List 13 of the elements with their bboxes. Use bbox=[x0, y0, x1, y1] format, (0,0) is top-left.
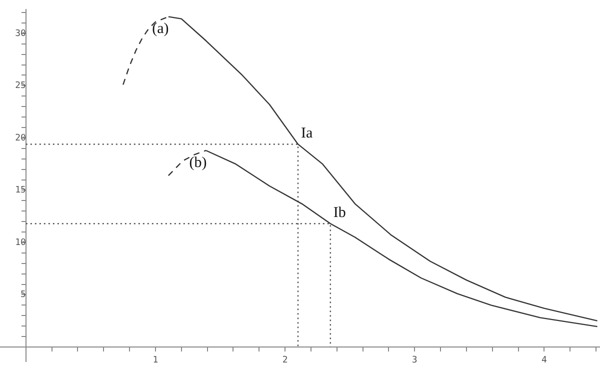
annotation: Ib bbox=[333, 205, 346, 222]
y-tick-label: 10 bbox=[15, 238, 26, 248]
x-tick-label: 4 bbox=[541, 356, 547, 366]
annotation: Ia bbox=[301, 126, 313, 142]
x-tick-label: 2 bbox=[282, 356, 288, 366]
y-tick-label: 20 bbox=[15, 133, 26, 144]
x-tick-label: 3 bbox=[412, 356, 418, 366]
annotation: (a) bbox=[152, 21, 169, 38]
y-tick-label: 15 bbox=[15, 186, 26, 196]
annotation: (b) bbox=[189, 154, 207, 171]
y-tick-label: 30 bbox=[15, 28, 26, 39]
y-tick-label: 25 bbox=[15, 81, 26, 92]
x-tick-label: 1 bbox=[152, 356, 158, 366]
